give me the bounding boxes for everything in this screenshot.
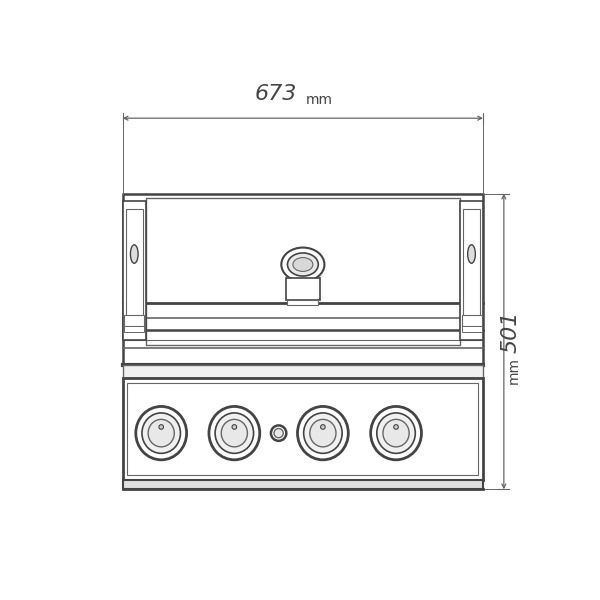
Bar [146,197,460,346]
Circle shape [159,425,164,429]
Ellipse shape [148,419,174,447]
Ellipse shape [209,406,260,460]
Bar [461,326,482,332]
Bar [463,209,480,317]
Circle shape [232,425,236,429]
Ellipse shape [287,253,318,276]
Bar [123,194,483,365]
Text: 501: 501 [501,311,521,353]
Bar [123,480,483,490]
Bar [123,379,483,480]
Text: 673: 673 [254,85,297,104]
Text: mm: mm [507,357,521,384]
Bar [127,383,478,475]
Text: mm: mm [306,94,333,107]
Ellipse shape [136,406,187,460]
Bar [460,202,483,340]
Bar [123,365,483,379]
Ellipse shape [304,413,342,454]
Bar [287,300,318,305]
Ellipse shape [298,406,349,460]
Ellipse shape [293,257,313,271]
Ellipse shape [215,413,254,454]
Bar [124,316,144,326]
Bar [461,316,482,326]
Bar [126,209,143,317]
Ellipse shape [383,419,409,447]
Bar [124,326,144,332]
Ellipse shape [371,406,421,460]
Ellipse shape [310,419,336,447]
Ellipse shape [142,413,181,454]
Ellipse shape [130,245,138,263]
Ellipse shape [377,413,415,454]
Circle shape [271,425,286,441]
Bar [286,278,320,300]
Ellipse shape [221,419,247,447]
Bar [123,202,146,340]
Circle shape [274,428,283,438]
Circle shape [320,425,325,429]
Ellipse shape [281,248,325,281]
Ellipse shape [467,245,475,263]
Circle shape [394,425,398,429]
